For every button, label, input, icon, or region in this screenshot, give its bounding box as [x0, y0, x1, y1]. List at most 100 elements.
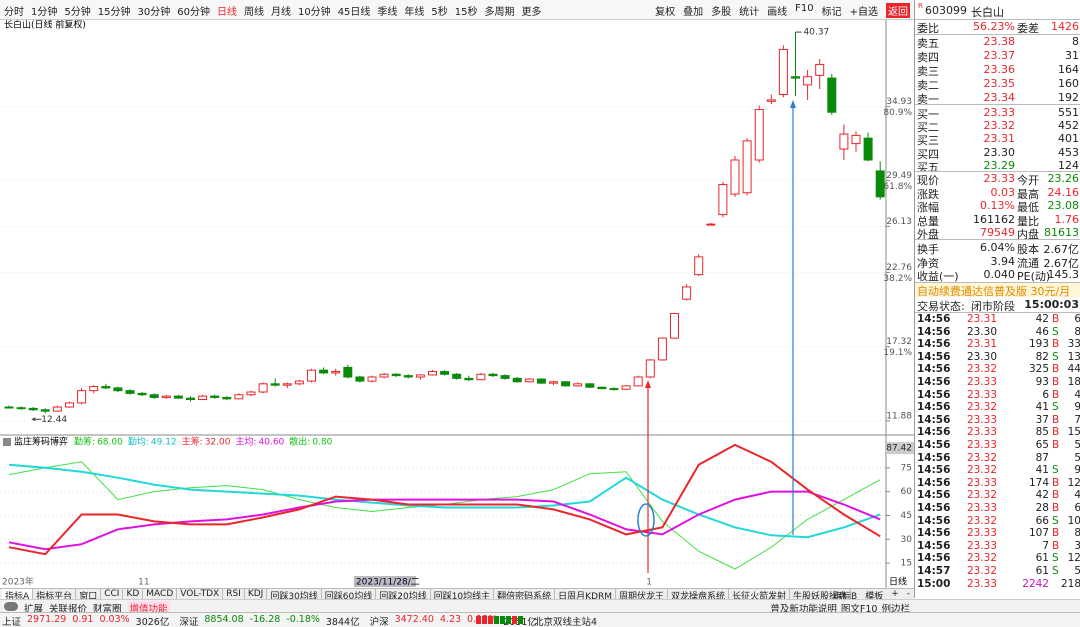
trade-price: 23.32	[966, 552, 997, 565]
max-label: 40.37	[804, 28, 830, 38]
index-pct: 0.03%	[99, 614, 130, 625]
period-tab[interactable]: 30分钟	[137, 7, 171, 18]
trade-volume: 46	[1035, 325, 1049, 338]
indicator-tab[interactable]: 指标B	[833, 592, 858, 602]
tool-tab[interactable]: +自选	[849, 7, 878, 18]
candle-body	[839, 133, 849, 150]
stat-label: 外盘	[917, 228, 939, 241]
separator	[915, 34, 1080, 35]
menu-item[interactable]: 增值功能	[127, 601, 170, 615]
menu-item[interactable]: 图文F10	[840, 604, 878, 615]
min-arrowhead	[31, 417, 36, 422]
indicator-tab[interactable]: KDJ	[245, 589, 268, 602]
period-tab[interactable]: 5秒	[431, 7, 448, 18]
period-tab[interactable]: 更多	[521, 7, 542, 18]
stat-label: 收益(一)	[917, 270, 959, 283]
stat-label: 量比	[1017, 214, 1039, 228]
trade-volume: 42	[1035, 489, 1049, 502]
menu-item[interactable]: 普及新功能说明	[770, 604, 837, 615]
menu-item[interactable]: 扩展	[24, 604, 44, 615]
separator	[915, 171, 1080, 172]
period-tab[interactable]: 15秒	[454, 7, 478, 18]
period-tab[interactable]: 5分钟	[64, 7, 91, 18]
menu-item[interactable]: 例边栏	[881, 604, 910, 615]
indicator-tab[interactable]: 周期伏龙王	[616, 589, 669, 602]
trade-volume: 61	[1035, 552, 1049, 565]
period-tab[interactable]: 月线	[270, 7, 291, 18]
period-tab[interactable]: 1分钟	[31, 7, 58, 18]
indicator-tab[interactable]: MACD	[143, 589, 178, 602]
trade-time: 14:56	[917, 502, 951, 514]
stat-value: 0.040	[983, 268, 1016, 281]
trade-count: 10	[1067, 514, 1080, 527]
ratio-value: 56.23%	[973, 20, 1015, 33]
trade-side: S	[1052, 401, 1059, 414]
indicator-tab[interactable]: 长征火箭发射	[729, 589, 791, 602]
candle-body	[16, 407, 26, 410]
period-tab[interactable]: 日线	[216, 7, 237, 18]
indicator-tab[interactable]: 回踩20均线	[376, 589, 431, 602]
candle-body	[319, 369, 329, 374]
indicator-tab[interactable]: 回踩10均线主	[431, 589, 495, 602]
candle-body	[355, 376, 365, 382]
candle-body	[573, 383, 583, 387]
tool-tab[interactable]: 画线	[767, 7, 788, 18]
separator	[915, 312, 1080, 313]
trade-time: 14:56	[917, 313, 951, 325]
indicator-tab[interactable]: 模板	[865, 592, 884, 602]
trade-time: 14:56	[917, 363, 951, 376]
menu-item[interactable]: 财富圈	[93, 604, 122, 615]
indicator-tab[interactable]: +	[891, 589, 899, 599]
indicator-tab[interactable]: 指标平台	[33, 589, 77, 602]
period-tab[interactable]: 45日线	[337, 7, 371, 18]
indicator-tab[interactable]: 指标A	[2, 589, 34, 602]
period-tab[interactable]: 年线	[404, 7, 425, 18]
trade-volume: 82	[1035, 350, 1049, 363]
trade-side: B	[1052, 338, 1060, 351]
top-label-bg	[887, 442, 914, 455]
period-tab[interactable]: 季线	[377, 7, 398, 18]
trade-price: 23.32	[966, 451, 997, 464]
tool-tab[interactable]: 多股	[711, 7, 732, 18]
trade-count: 33	[1067, 338, 1080, 351]
candle-body	[549, 381, 558, 384]
scroll-toggle[interactable]	[4, 602, 18, 611]
indicator-tab[interactable]: 双龙操盘系统	[668, 589, 730, 602]
tool-tab[interactable]: 复权	[655, 7, 676, 18]
tool-tab[interactable]: 叠加	[683, 7, 704, 18]
candle-body	[28, 407, 38, 411]
indicator-tab[interactable]: -	[906, 589, 910, 599]
indicator-icon	[3, 438, 11, 446]
y-tick-label: 60	[901, 487, 913, 497]
stat-value: 23.33	[983, 172, 1016, 185]
period-tab[interactable]: 60分钟	[177, 7, 210, 18]
indicator-tab[interactable]: 翻倍密码系统	[494, 589, 556, 602]
candle-body	[863, 137, 873, 161]
index-name: 上证	[2, 617, 22, 627]
tool-tab[interactable]: 返回	[886, 3, 910, 18]
indicator-tab[interactable]: VOL-TDX	[177, 589, 224, 602]
indicator-tab[interactable]: 回踩30均线	[267, 589, 322, 602]
tool-tab[interactable]: 标记	[821, 7, 842, 18]
menu-item[interactable]: 关联报价	[49, 604, 88, 615]
period-tab[interactable]: 多周期	[484, 7, 515, 18]
period-tab[interactable]: 分时	[4, 7, 24, 18]
trade-time: 14:56	[917, 439, 951, 451]
indicator-tab[interactable]: 日周月KDRM	[555, 589, 617, 602]
period-tab[interactable]: 15分钟	[97, 7, 131, 18]
trade-side: B	[1052, 376, 1060, 388]
indicator-tab[interactable]: 牛股妖股操盘	[790, 589, 852, 602]
period-tab[interactable]: 10分钟	[297, 7, 331, 18]
indicator-tab[interactable]: RSI	[223, 589, 245, 602]
indicator-tab[interactable]: KD	[123, 589, 144, 602]
book-label: 卖三	[917, 65, 939, 78]
indicator-tab[interactable]: 窗口	[76, 589, 102, 602]
trade-price: 23.32	[966, 565, 997, 577]
y-tick-label: 22.76	[886, 263, 912, 273]
toolbar: 分时 1分钟 5分钟 15分钟 30分钟 60分钟 日线 周线 月线 10分钟 45日线 季线 年线 5秒…	[0, 0, 914, 20]
tool-tab[interactable]: 统计	[739, 7, 760, 18]
period-tab[interactable]: 周线	[243, 7, 264, 18]
indicator-tab[interactable]: 回踩60均线	[322, 589, 377, 602]
indicator-tab[interactable]: CCI	[101, 589, 124, 602]
tool-tab[interactable]: F10	[795, 3, 814, 14]
